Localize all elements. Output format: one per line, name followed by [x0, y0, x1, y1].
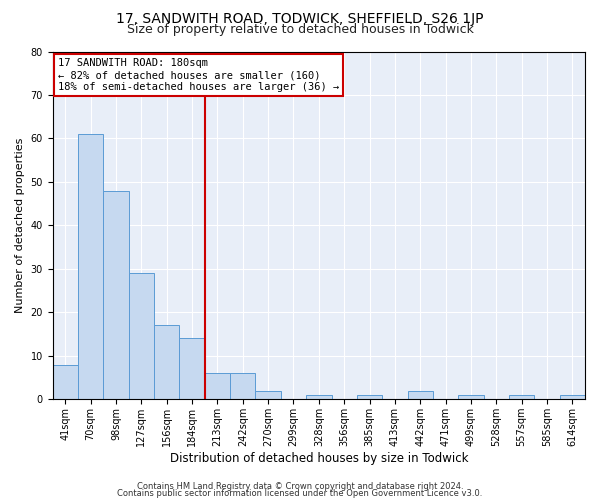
Bar [407, 390, 433, 400]
Bar [256, 390, 281, 400]
Bar [103, 190, 129, 400]
Text: Contains HM Land Registry data © Crown copyright and database right 2024.: Contains HM Land Registry data © Crown c… [137, 482, 463, 491]
Bar [129, 273, 154, 400]
Text: Contains public sector information licensed under the Open Government Licence v3: Contains public sector information licen… [118, 490, 482, 498]
Bar [179, 338, 205, 400]
Text: 17, SANDWITH ROAD, TODWICK, SHEFFIELD, S26 1JP: 17, SANDWITH ROAD, TODWICK, SHEFFIELD, S… [116, 12, 484, 26]
X-axis label: Distribution of detached houses by size in Todwick: Distribution of detached houses by size … [170, 452, 468, 465]
Bar [357, 395, 382, 400]
Text: Size of property relative to detached houses in Todwick: Size of property relative to detached ho… [127, 22, 473, 36]
Bar [509, 395, 535, 400]
Y-axis label: Number of detached properties: Number of detached properties [15, 138, 25, 313]
Bar [230, 373, 256, 400]
Bar [78, 134, 103, 400]
Bar [205, 373, 230, 400]
Bar [154, 326, 179, 400]
Text: 17 SANDWITH ROAD: 180sqm
← 82% of detached houses are smaller (160)
18% of semi-: 17 SANDWITH ROAD: 180sqm ← 82% of detach… [58, 58, 339, 92]
Bar [306, 395, 332, 400]
Bar [458, 395, 484, 400]
Bar [53, 364, 78, 400]
Bar [560, 395, 585, 400]
